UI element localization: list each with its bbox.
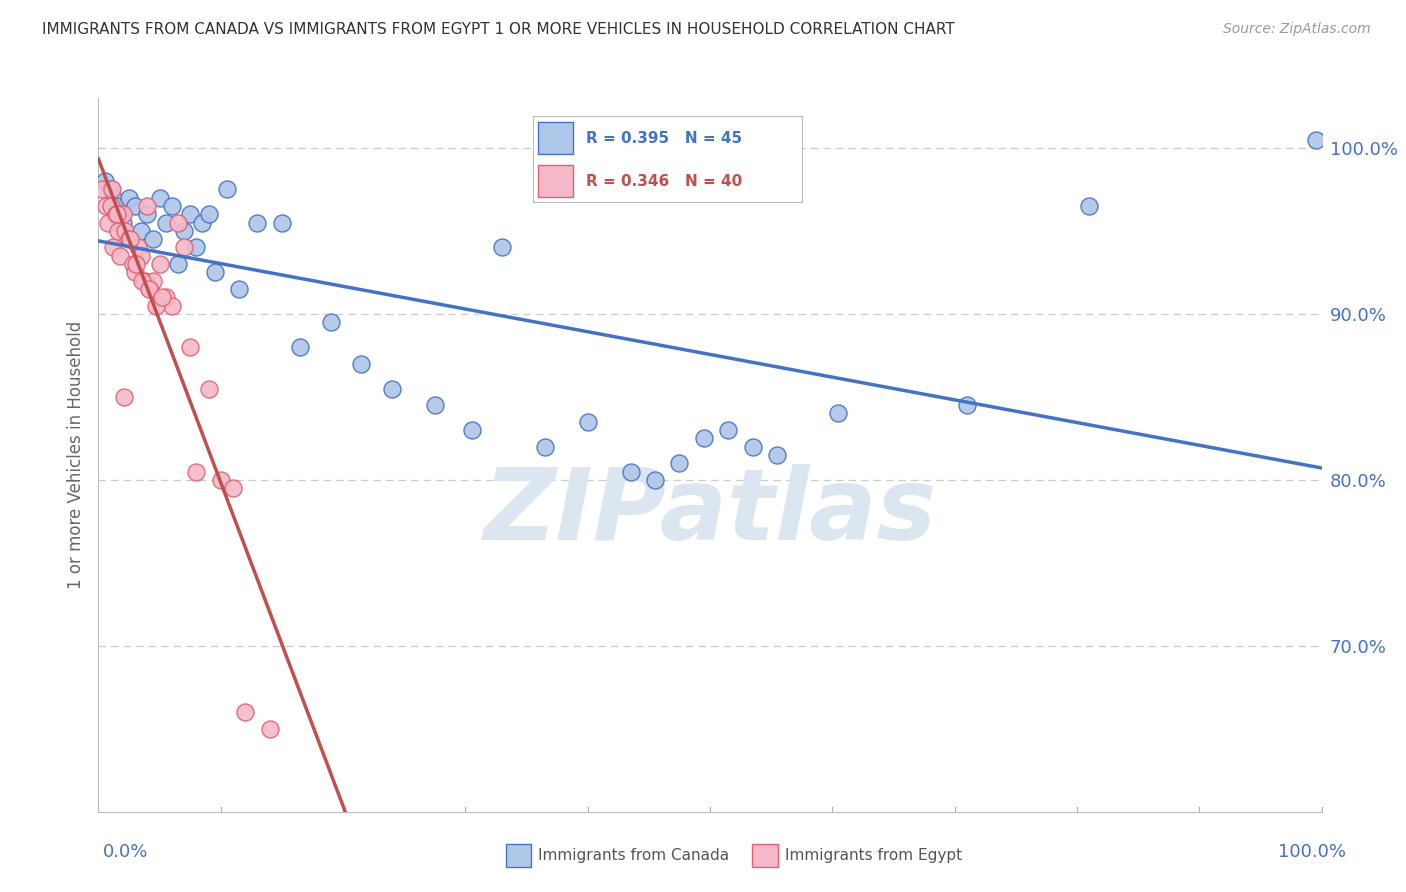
Point <box>138 282 160 296</box>
Point <box>105 199 128 213</box>
Point <box>491 240 513 254</box>
Point <box>222 481 245 495</box>
Point <box>129 249 152 263</box>
Point <box>97 216 120 230</box>
Point <box>766 448 789 462</box>
Point <box>101 240 124 254</box>
Point <box>124 265 146 279</box>
Point <box>160 299 183 313</box>
Point <box>127 240 149 254</box>
Point <box>131 274 153 288</box>
Point <box>114 224 136 238</box>
Point <box>149 257 172 271</box>
Point <box>179 340 201 354</box>
Point <box>104 207 127 221</box>
Point <box>381 382 404 396</box>
Point <box>173 240 195 254</box>
Point <box>215 182 238 196</box>
Point <box>129 224 152 238</box>
Point <box>91 182 114 196</box>
Point <box>259 722 281 736</box>
Text: ZIPatlas: ZIPatlas <box>484 464 936 560</box>
Point <box>101 191 124 205</box>
Point <box>105 207 128 221</box>
Point <box>155 290 177 304</box>
Point <box>956 398 979 412</box>
Point <box>350 357 373 371</box>
Point <box>619 465 641 479</box>
Point <box>100 182 122 196</box>
Point <box>100 199 122 213</box>
Point <box>136 199 159 213</box>
Point <box>576 415 599 429</box>
Point <box>717 423 740 437</box>
Point <box>94 199 117 213</box>
Point <box>173 224 195 238</box>
Point <box>186 240 208 254</box>
Point <box>644 473 666 487</box>
Point <box>167 257 190 271</box>
Point <box>139 282 162 296</box>
Point <box>186 465 208 479</box>
Point <box>93 174 115 188</box>
Point <box>118 191 141 205</box>
Point <box>120 232 142 246</box>
Point <box>693 431 716 445</box>
Point <box>668 456 690 470</box>
Point <box>179 207 201 221</box>
Text: Source: ZipAtlas.com: Source: ZipAtlas.com <box>1223 22 1371 37</box>
Point <box>112 390 135 404</box>
Point <box>197 207 219 221</box>
Point <box>150 290 173 304</box>
Point <box>423 398 446 412</box>
Text: 100.0%: 100.0% <box>1278 843 1346 861</box>
Point <box>110 249 132 263</box>
Point <box>460 423 482 437</box>
Point <box>319 315 342 329</box>
Point <box>197 382 219 396</box>
Point <box>191 216 214 230</box>
Point <box>124 199 146 213</box>
Text: 0.0%: 0.0% <box>103 843 148 861</box>
Text: IMMIGRANTS FROM CANADA VS IMMIGRANTS FROM EGYPT 1 OR MORE VEHICLES IN HOUSEHOLD : IMMIGRANTS FROM CANADA VS IMMIGRANTS FRO… <box>42 22 955 37</box>
Point <box>136 207 159 221</box>
Text: Immigrants from Canada: Immigrants from Canada <box>538 848 730 863</box>
Point <box>142 232 165 246</box>
Point <box>233 705 256 719</box>
Point <box>204 265 226 279</box>
Point <box>741 440 763 454</box>
Point <box>145 299 167 313</box>
Point <box>134 274 156 288</box>
Point <box>209 473 232 487</box>
Text: Immigrants from Egypt: Immigrants from Egypt <box>785 848 962 863</box>
Point <box>142 274 165 288</box>
Point <box>111 216 134 230</box>
Point <box>121 257 143 271</box>
Point <box>118 232 141 246</box>
Point <box>110 207 132 221</box>
Point <box>107 224 129 238</box>
Point <box>160 199 183 213</box>
Point <box>111 207 134 221</box>
Point <box>246 216 269 230</box>
Point <box>1305 133 1327 147</box>
Point <box>290 340 312 354</box>
Point <box>228 282 250 296</box>
Point <box>534 440 557 454</box>
Point <box>155 216 177 230</box>
Point <box>101 182 124 196</box>
Point <box>167 216 190 230</box>
Y-axis label: 1 or more Vehicles in Household: 1 or more Vehicles in Household <box>66 321 84 589</box>
Point <box>125 257 148 271</box>
Point <box>149 191 172 205</box>
Point <box>270 216 294 230</box>
Point <box>827 406 849 420</box>
Point <box>1078 199 1101 213</box>
